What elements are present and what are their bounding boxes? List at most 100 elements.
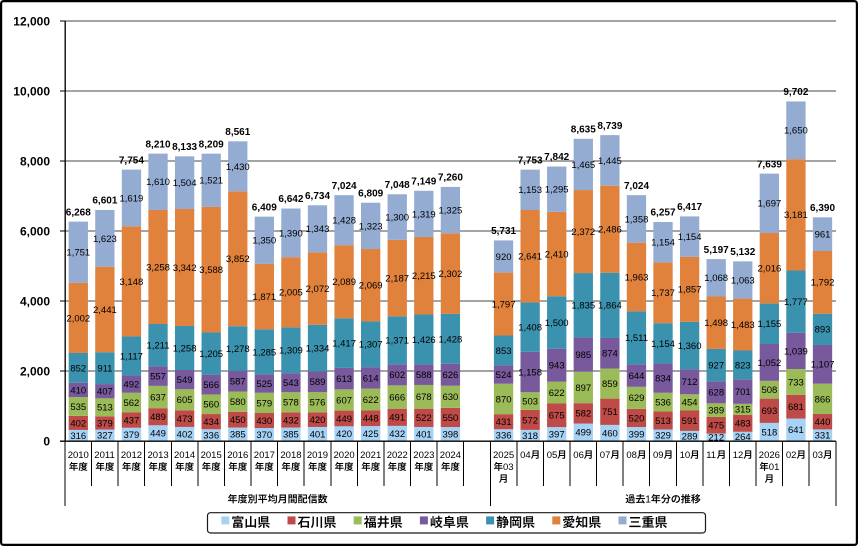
- svg-text:1,408: 1,408: [518, 323, 542, 334]
- svg-text:09: 09: [653, 450, 664, 461]
- svg-text:1,154: 1,154: [651, 238, 675, 249]
- svg-text:1,430: 1,430: [226, 162, 250, 173]
- svg-text:370: 370: [256, 430, 272, 441]
- svg-text:460: 460: [602, 428, 618, 439]
- svg-text:2016: 2016: [227, 450, 248, 461]
- svg-text:05: 05: [547, 450, 558, 461]
- svg-text:6,409: 6,409: [252, 202, 277, 213]
- svg-text:398: 398: [442, 429, 458, 440]
- svg-text:613: 613: [336, 374, 352, 385]
- svg-text:712: 712: [682, 377, 698, 388]
- svg-text:432: 432: [283, 415, 299, 426]
- svg-text:859: 859: [602, 379, 618, 390]
- svg-text:2018: 2018: [280, 450, 301, 461]
- svg-text:399: 399: [629, 429, 645, 440]
- svg-text:579: 579: [256, 398, 272, 409]
- svg-text:7,024: 7,024: [624, 181, 649, 192]
- svg-text:587: 587: [230, 377, 246, 388]
- svg-text:1,445: 1,445: [598, 156, 622, 167]
- svg-text:1,039: 1,039: [784, 346, 808, 357]
- svg-text:1,697: 1,697: [758, 199, 782, 210]
- svg-text:329: 329: [655, 431, 671, 442]
- svg-text:01: 01: [769, 462, 780, 473]
- svg-text:385: 385: [230, 430, 246, 441]
- svg-text:2015: 2015: [201, 450, 222, 461]
- svg-text:675: 675: [549, 411, 565, 422]
- svg-text:2013: 2013: [148, 450, 169, 461]
- svg-text:666: 666: [389, 392, 405, 403]
- svg-text:1,428: 1,428: [439, 334, 463, 345]
- svg-text:7,639: 7,639: [757, 159, 782, 170]
- svg-text:7,842: 7,842: [544, 152, 569, 163]
- svg-text:491: 491: [389, 413, 405, 424]
- svg-text:10: 10: [680, 450, 691, 461]
- svg-text:431: 431: [496, 417, 512, 428]
- svg-text:2014: 2014: [174, 450, 195, 461]
- svg-text:499: 499: [575, 428, 591, 439]
- svg-text:12,000: 12,000: [13, 14, 50, 28]
- svg-text:331: 331: [815, 431, 831, 442]
- svg-text:2,302: 2,302: [439, 269, 463, 280]
- svg-text:8,561: 8,561: [225, 127, 250, 138]
- svg-text:315: 315: [735, 405, 751, 416]
- svg-text:8,000: 8,000: [20, 154, 50, 168]
- svg-text:420: 420: [310, 415, 326, 426]
- svg-text:03: 03: [503, 462, 514, 473]
- svg-text:5,731: 5,731: [491, 226, 516, 237]
- svg-text:1,309: 1,309: [279, 346, 303, 357]
- svg-text:434: 434: [203, 417, 219, 428]
- svg-text:576: 576: [310, 398, 326, 409]
- svg-text:492: 492: [123, 380, 139, 391]
- svg-text:327: 327: [97, 431, 113, 442]
- svg-text:1,258: 1,258: [173, 343, 197, 354]
- svg-text:524: 524: [496, 370, 512, 381]
- svg-text:1,360: 1,360: [678, 341, 702, 352]
- svg-text:7,024: 7,024: [332, 181, 357, 192]
- svg-text:525: 525: [256, 379, 272, 390]
- svg-text:475: 475: [708, 421, 724, 432]
- svg-text:2020: 2020: [334, 450, 355, 461]
- svg-text:1,319: 1,319: [412, 209, 436, 220]
- svg-text:566: 566: [203, 380, 219, 391]
- svg-text:2019: 2019: [307, 450, 328, 461]
- svg-text:2012: 2012: [121, 450, 142, 461]
- svg-text:448: 448: [363, 414, 379, 425]
- svg-text:943: 943: [549, 361, 565, 372]
- svg-text:629: 629: [629, 393, 645, 404]
- svg-text:318: 318: [522, 431, 538, 442]
- svg-text:6,390: 6,390: [810, 203, 835, 214]
- svg-text:6,268: 6,268: [66, 207, 91, 218]
- svg-text:473: 473: [177, 414, 193, 425]
- svg-text:1,465: 1,465: [571, 160, 595, 171]
- svg-text:212: 212: [708, 433, 724, 444]
- svg-text:1,797: 1,797: [492, 300, 516, 311]
- svg-text:397: 397: [549, 430, 565, 441]
- svg-text:7,260: 7,260: [438, 173, 463, 184]
- svg-text:1,063: 1,063: [731, 275, 755, 286]
- svg-text:1,323: 1,323: [359, 221, 383, 232]
- svg-text:920: 920: [496, 252, 512, 263]
- svg-text:1,068: 1,068: [704, 273, 728, 284]
- svg-text:1,610: 1,610: [146, 177, 170, 188]
- svg-text:3,588: 3,588: [199, 265, 223, 276]
- svg-text:2,215: 2,215: [412, 271, 436, 282]
- svg-text:1,864: 1,864: [598, 301, 622, 312]
- svg-text:12: 12: [733, 450, 744, 461]
- svg-text:1,650: 1,650: [784, 126, 808, 137]
- svg-text:1,052: 1,052: [758, 358, 782, 369]
- svg-text:1,751: 1,751: [66, 248, 90, 259]
- svg-text:2023: 2023: [413, 450, 434, 461]
- svg-text:2,002: 2,002: [66, 313, 90, 324]
- svg-text:1,619: 1,619: [120, 193, 144, 204]
- svg-text:622: 622: [363, 395, 379, 406]
- svg-text:449: 449: [150, 429, 166, 440]
- svg-text:2,000: 2,000: [20, 364, 50, 378]
- svg-text:2,069: 2,069: [359, 281, 383, 292]
- svg-text:1,504: 1,504: [173, 178, 197, 189]
- svg-text:866: 866: [815, 394, 831, 405]
- svg-text:1: 1: [645, 495, 651, 506]
- svg-text:1,154: 1,154: [651, 339, 675, 350]
- svg-text:336: 336: [496, 431, 512, 442]
- svg-text:8,209: 8,209: [199, 139, 224, 150]
- svg-text:2011: 2011: [94, 450, 114, 461]
